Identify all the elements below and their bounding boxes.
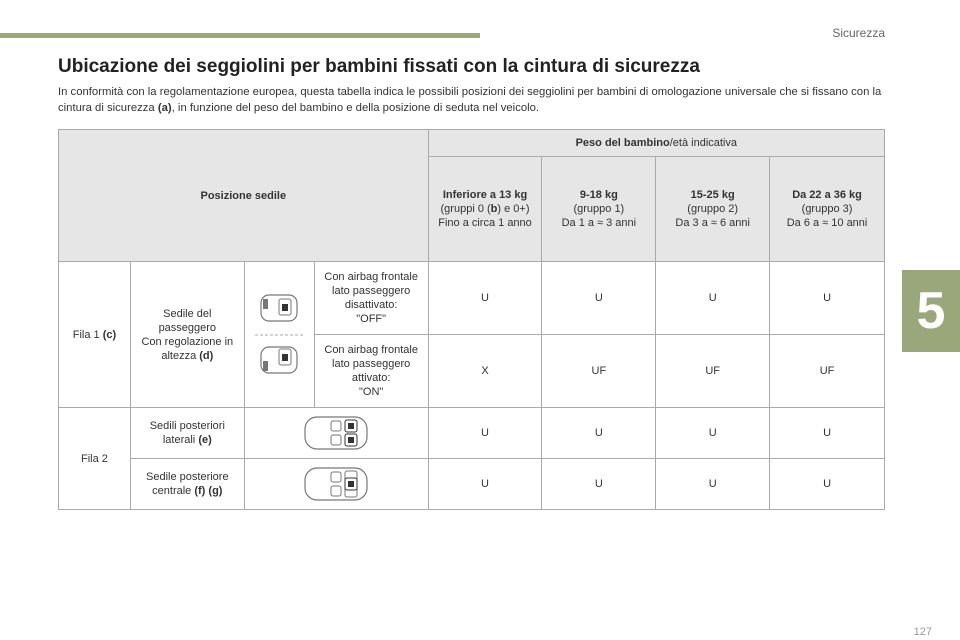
value-cell: U [769, 261, 885, 335]
seat-ref: (e) [198, 434, 212, 446]
value-cell: U [655, 407, 771, 459]
group-age: Fino a circa 1 anno [438, 217, 532, 229]
airbag-status: "ON" [359, 386, 384, 398]
top-accent-bar [0, 33, 480, 38]
row-label-ref: (c) [102, 328, 117, 341]
rear-lateral-seat: Sedili posteriori laterali (e) [129, 407, 245, 459]
col-header-group0: Inferiore a 13 kg (gruppi 0 (b) e 0+) Fino… [427, 156, 543, 262]
airbag-text: attivato: [351, 372, 391, 384]
group-age: Da 3 a ≈ 6 anni [675, 217, 750, 229]
airbag-text: lato passeggero [332, 358, 411, 370]
seat-text: Sedile del [163, 307, 212, 320]
group-weight: 15-25 kg [690, 189, 735, 201]
value-cell: U [655, 261, 771, 335]
value-cell: UF [655, 334, 771, 408]
child-seat-table: Posizione sedile Peso del bambino/età in… [58, 129, 886, 510]
intro-ref: (a) [157, 102, 172, 114]
seat-ref: (f) (g) [194, 485, 223, 497]
value-cell: U [769, 407, 885, 459]
seat-text: centrale [152, 485, 195, 497]
weight-header-cell: Peso del bambino/età indicativa [427, 129, 886, 157]
value-cell: U [427, 261, 543, 335]
airbag-text: Con airbag frontale [324, 344, 418, 356]
section-label: Sicurezza [832, 26, 885, 40]
rear-central-seat: Sedile posteriore centrale (f) (g) [129, 458, 245, 510]
seat-text: altezza [161, 349, 200, 362]
weight-header-rest: /età indicativa [669, 137, 737, 149]
front-passenger-seat-icon [255, 293, 304, 374]
position-header: Posizione sedile [200, 189, 287, 202]
position-header-cell: Posizione sedile [58, 129, 429, 262]
value-cell: UF [541, 334, 657, 408]
value-cell: U [541, 458, 657, 510]
group-weight: Inferiore a 13 kg [442, 189, 528, 201]
chapter-tab: 5 [902, 270, 960, 352]
row1-label: Fila 1 (c) [58, 261, 131, 408]
group-age: Da 1 a ≈ 3 anni [561, 217, 637, 229]
value-cell: X [427, 334, 543, 408]
page-title: Ubicazione dei seggiolini per bambini fi… [58, 56, 700, 77]
value-cell: U [541, 261, 657, 335]
value-cell: U [769, 458, 885, 510]
rear-lateral-icon-cell [243, 407, 429, 459]
col-header-group3: Da 22 a 36 kg (gruppo 3) Da 6 a ≈ 10 anni [769, 156, 885, 262]
seat-text: passeggero [158, 321, 217, 334]
page-number: 127 [913, 626, 932, 638]
value-cell: UF [769, 334, 885, 408]
airbag-text: lato passeggero [332, 285, 411, 297]
seat-text: laterali [162, 434, 199, 446]
group-label: (gruppi 0 ( [440, 203, 491, 215]
rear-central-seat-icon [304, 467, 368, 501]
airbag-status: "OFF" [356, 313, 387, 325]
intro-paragraph: In conformità con la regolamentazione eu… [58, 84, 888, 116]
value-cell: U [541, 407, 657, 459]
group-label: (gruppo 2) [687, 203, 739, 215]
seat-text: Sedili posteriori [149, 420, 225, 432]
rear-central-icon-cell [243, 458, 429, 510]
front-seat-icon-cell [243, 261, 315, 408]
seat-text: Con regolazione in [141, 335, 234, 348]
rear-lateral-seats-icon [304, 416, 368, 450]
value-cell: U [655, 458, 771, 510]
airbag-on-cell: Con airbag frontale lato passeggero attiva… [313, 334, 429, 408]
group-label-end: ) e 0+) [497, 203, 530, 215]
value-cell: U [427, 407, 543, 459]
group-ref: b [490, 203, 498, 215]
group-age: Da 6 a ≈ 10 anni [786, 217, 868, 229]
row-label-text: Fila 1 [72, 328, 103, 341]
seat-text: Sedile posteriore [146, 471, 229, 483]
intro-text: In conformità con la regolamentazione eu… [58, 86, 882, 114]
airbag-off-cell: Con airbag frontale lato passeggero disatt… [313, 261, 429, 335]
airbag-text: disattivato: [344, 299, 398, 311]
row2-label: Fila 2 [58, 407, 131, 510]
group-weight: Da 22 a 36 kg [792, 189, 862, 201]
group-label: (gruppo 1) [573, 203, 625, 215]
weight-header: Peso del bambino [575, 137, 670, 149]
intro-text-end: , in funzione del peso del bambino e del… [171, 102, 540, 114]
group-weight: 9-18 kg [579, 189, 618, 201]
airbag-text: Con airbag frontale [324, 271, 418, 283]
col-header-group2: 15-25 kg (gruppo 2) Da 3 a ≈ 6 anni [655, 156, 771, 262]
value-cell: U [427, 458, 543, 510]
group-label: (gruppo 3) [801, 203, 853, 215]
seat-ref: (d) [199, 349, 214, 362]
row1-seat: Sedile del passeggero Con regolazione in al… [129, 261, 245, 408]
col-header-group1: 9-18 kg (gruppo 1) Da 1 a ≈ 3 anni [541, 156, 657, 262]
